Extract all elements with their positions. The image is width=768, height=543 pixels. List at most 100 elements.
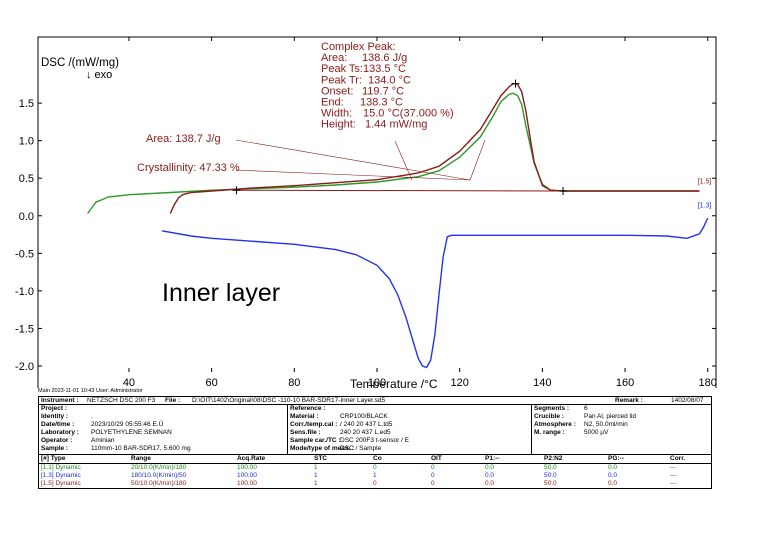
segment-cell: 100.00	[237, 480, 257, 487]
segment-cell: 50.0	[544, 480, 557, 487]
instrument-label: Instrument :	[41, 397, 79, 404]
y-tick-label: 0.5	[19, 173, 34, 185]
info-value: 240 20 437 L.ed5	[340, 429, 391, 436]
crystallinity-annotation: Crystallinity: 47.33 %	[137, 162, 240, 174]
segment-cell: 0	[431, 480, 435, 487]
segment-row: [1.1] Dynamic 20/10.0(K/min)/180 100.00 1 0 0…	[39, 464, 711, 472]
segment-cell: 0.0	[608, 464, 618, 471]
x-tick-label: 120	[451, 377, 469, 388]
segment-cell: 50.0	[544, 464, 557, 471]
segment-cell: ---	[670, 472, 677, 479]
file-label: File :	[165, 397, 181, 404]
x-tick-label: 60	[206, 377, 218, 388]
segment-header: P2:N2	[544, 455, 563, 462]
peak-row-label: Peak Tr:	[321, 74, 362, 86]
info-label: M. range :	[534, 429, 565, 436]
segment-row: [1.3] Dynamic 180/10.0(K/min)/50 100.00 1 1 0…	[39, 472, 711, 480]
peak-leader-line	[235, 139, 486, 181]
segment-cell: 0	[431, 464, 435, 471]
info-label: Crucible :	[534, 413, 564, 420]
info-value: 5000 µV	[584, 429, 609, 436]
segment-header: Corr.	[670, 455, 686, 462]
y-tick-label: 0.0	[19, 211, 34, 223]
peak-row-label: Peak Ts:	[321, 63, 363, 75]
segment-cell: 180/10.0(K/min)/50	[131, 472, 187, 479]
peak-row-label: Height:	[321, 119, 356, 131]
y-axis-exo-label: ↓ exo	[86, 69, 112, 81]
file-value: D:\OIT\1402\Original\08\DSC -110-10 BAR-…	[192, 397, 386, 404]
segment-cell: [1.5] Dynamic	[41, 480, 81, 487]
y-tick-label: -1.5	[15, 323, 34, 335]
peak-row-value: 133.5 °C	[363, 63, 406, 75]
segment-cell: 50/10.0(K/min)/180	[131, 480, 187, 487]
info-label: Operator :	[41, 437, 73, 444]
main-line: Main 2023-11-01 10:43 User: Administrato…	[38, 388, 143, 394]
segment-cell: 100.00	[237, 472, 257, 479]
segment-cell: ---	[670, 480, 677, 487]
segment-cell: 0	[373, 480, 377, 487]
info-label: Sample car./TC :	[290, 437, 341, 444]
dsc-chart: 1.5 1.0 0.5 0.0 -0.5 -1.0 -1.5 -2.0 40 60 80 100 120…	[15, 36, 717, 388]
segment-header: OIT	[431, 455, 442, 462]
info-value: 6	[584, 405, 588, 412]
peak-row-value: 138.3 °C	[360, 97, 403, 109]
info-label: Atmosphere :	[534, 421, 576, 428]
peak-row-value: 138.6 J/g	[362, 52, 407, 64]
segment-cell: 100.00	[237, 464, 257, 471]
segment-cell: 1	[373, 472, 377, 479]
segment-cell: 20/10.0(K/min)/180	[131, 464, 187, 471]
x-tick-label: 100	[368, 377, 386, 388]
segment-cell: 0.0	[485, 480, 495, 487]
y-tick-label: 1.5	[19, 98, 34, 110]
segment-header: Co	[373, 455, 382, 462]
segment-cell: 0.0	[608, 472, 618, 479]
segment-header-row: [#] Type Range Acq.Rate STC Co OIT P1:-- P2:N2 P…	[39, 455, 711, 464]
info-value: DSC 200F3 t-sensor / E	[340, 437, 409, 444]
area-annotation: Area: 138.7 J/g	[146, 133, 221, 145]
plus-marker	[511, 79, 520, 88]
series-end-label: [1.5]	[698, 178, 712, 185]
info-label: Material :	[290, 413, 319, 420]
integration-baseline	[236, 189, 564, 192]
segment-header: Range	[131, 455, 151, 462]
mid-info: Reference : Material : CRP100/BLACK Corr./t…	[287, 405, 531, 455]
y-tick-label: -1.0	[15, 286, 34, 298]
x-tick-label: 40	[123, 377, 135, 388]
segment-header: Acq.Rate	[237, 455, 266, 462]
peak-row-label: End:	[321, 97, 344, 109]
segment-row: [1.5] Dynamic 50/10.0(K/min)/180 100.00 1 0 0…	[39, 480, 711, 488]
x-tick-label: 140	[533, 377, 551, 388]
series-line	[161, 217, 709, 369]
info-value: Aminian	[91, 437, 115, 444]
info-value: 110mm-10 BAR-SDR17, 5.600 mg	[91, 445, 191, 452]
x-tick-label: 180	[699, 377, 717, 388]
segment-cell: 0.0	[485, 464, 495, 471]
peak-row-value: 15.0 °C(37.000 %)	[363, 108, 454, 120]
x-axis-title: Temperature /°C	[350, 377, 438, 388]
info-label: Sample :	[41, 445, 69, 452]
segment-cell: 0.0	[608, 480, 618, 487]
peak-row-value: 119.7 °C	[362, 85, 404, 97]
segment-cell: ---	[670, 464, 677, 471]
peak-row-label: Area:	[321, 52, 347, 64]
info-table: Instrument : NETZSCH DSC 200 F3 File : D…	[38, 396, 712, 489]
segment-header: STC	[314, 455, 327, 462]
info-value: N2, 50.0ml/min	[584, 421, 628, 428]
remark-label: Remark :	[615, 397, 643, 404]
peak-row-value: 1.44 mW/mg	[365, 119, 427, 131]
series-end-label: [1.3]	[698, 203, 712, 210]
peak-title: Complex Peak:	[321, 41, 396, 53]
segment-cell: 1	[314, 464, 318, 471]
plus-marker	[559, 186, 568, 195]
segment-cell: [1.1] Dynamic	[41, 464, 81, 471]
peak-row-value: 134.0 °C	[368, 74, 411, 86]
instrument-value: NETZSCH DSC 200 F3	[87, 397, 156, 404]
info-label: Reference :	[290, 405, 326, 412]
y-tick-label: -0.5	[15, 248, 34, 260]
left-info: Project : Identity :. Date/time : 2023/10/2…	[39, 405, 287, 455]
info-label: Corr./temp.cal :	[290, 421, 338, 428]
info-value: DSC / Sample	[340, 445, 382, 452]
info-value: 2023/10/29 05:55:46 E.Ü	[91, 421, 164, 428]
info-block: Project : Identity :. Date/time : 2023/10/2…	[39, 405, 711, 455]
segment-cell: 50.0	[544, 472, 557, 479]
